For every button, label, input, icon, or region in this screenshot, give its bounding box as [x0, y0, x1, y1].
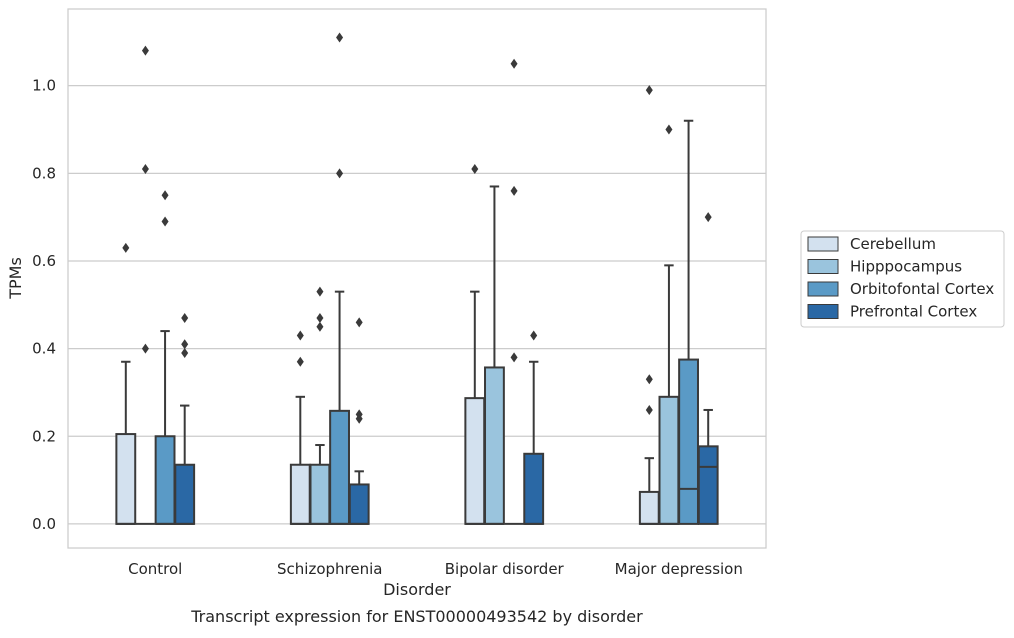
box-group [329, 32, 350, 525]
box-iqr [523, 452, 545, 525]
outlier-point [645, 85, 653, 96]
box-group [464, 163, 486, 525]
y-tick-label: 0.6 [32, 252, 56, 270]
box-iqr [174, 463, 196, 525]
box-iqr [464, 397, 486, 525]
y-tick-label: 0.0 [32, 515, 56, 533]
box-group [154, 190, 176, 525]
outlier-point [316, 321, 324, 332]
box-iqr [329, 409, 350, 525]
outlier-point [645, 374, 653, 385]
outlier-point [181, 347, 189, 358]
box-group [697, 212, 719, 525]
box-marks [115, 32, 719, 525]
x-tick-label: Control [128, 560, 182, 578]
outlier-point [296, 356, 304, 367]
outlier-point [181, 339, 189, 350]
box-group [504, 58, 524, 525]
box-group [678, 119, 699, 525]
outlier-point [336, 32, 344, 43]
legend-swatch [807, 281, 839, 297]
y-axis-title: TPMs [6, 257, 25, 300]
legend-label: Prefrontal Cortex [850, 303, 977, 321]
box-iqr [289, 463, 311, 525]
legend-frame [800, 230, 1005, 328]
outlier-point [471, 163, 479, 174]
outlier-point [510, 185, 518, 196]
legend-swatch [807, 236, 839, 252]
y-tick-labels: 0.0 0.2 0.4 0.6 0.8 1.0 [32, 77, 56, 533]
figure-caption: Transcript expression for ENST0000049354… [190, 607, 643, 626]
outlier-point [665, 124, 673, 135]
outlier-point [141, 163, 149, 174]
box-group [348, 317, 370, 525]
legend-label: Orbitofontal Cortex [850, 280, 994, 298]
box-group [638, 85, 660, 525]
outlier-point [296, 330, 304, 341]
legend: Cerebellum Hipppocampus Orbitofontal Corte… [800, 230, 1005, 328]
outlier-point [161, 190, 169, 201]
box-iqr [309, 463, 331, 525]
outlier-point [141, 343, 149, 354]
box-iqr [484, 366, 505, 525]
outlier-point [510, 352, 518, 363]
box-group [289, 330, 311, 525]
box-group [658, 124, 680, 525]
outlier-point [181, 312, 189, 323]
legend-label: Hipppocampus [850, 258, 962, 276]
outlier-point [141, 45, 149, 56]
y-tick-label: 0.2 [32, 427, 56, 445]
box-group [136, 45, 155, 525]
outlier-point [122, 242, 130, 253]
outlier-point [161, 216, 169, 227]
x-tick-label: Bipolar disorder [445, 560, 565, 578]
box-group [523, 330, 545, 525]
box-iqr [678, 358, 699, 525]
y-tick-label: 0.8 [32, 164, 56, 182]
legend-swatch [807, 304, 839, 319]
legend-label: Cerebellum [850, 235, 936, 253]
outlier-point [355, 317, 363, 328]
y-tick-label: 1.0 [32, 77, 56, 95]
box-iqr [658, 395, 680, 525]
box-group [115, 242, 137, 525]
outlier-point [510, 58, 518, 69]
plot-area-frame [67, 8, 767, 549]
legend-items: Cerebellum Hipppocampus Orbitofontal Corte… [807, 235, 994, 321]
y-tick-label: 0.4 [32, 340, 56, 358]
outlier-point [530, 330, 538, 341]
outlier-point [355, 409, 363, 420]
x-tick-label: Major depression [615, 560, 743, 578]
legend-swatch [807, 259, 839, 274]
box-iqr [697, 445, 719, 525]
box-group [484, 185, 505, 525]
outlier-point [704, 212, 712, 223]
outlier-point [336, 168, 344, 179]
box-iqr [348, 483, 370, 525]
x-tick-label: Schizophrenia [277, 560, 382, 578]
box-iqr [154, 435, 176, 525]
box-group [174, 312, 196, 525]
x-tick-labels: Control Schizophrenia Bipolar disorder Majo… [128, 560, 743, 578]
box-iqr [115, 433, 137, 525]
outlier-point [316, 286, 324, 297]
outlier-point [316, 312, 324, 323]
outlier-point [645, 404, 653, 415]
x-axis-title: Disorder [383, 580, 451, 599]
box-group [309, 286, 331, 525]
box-iqr [638, 490, 660, 525]
